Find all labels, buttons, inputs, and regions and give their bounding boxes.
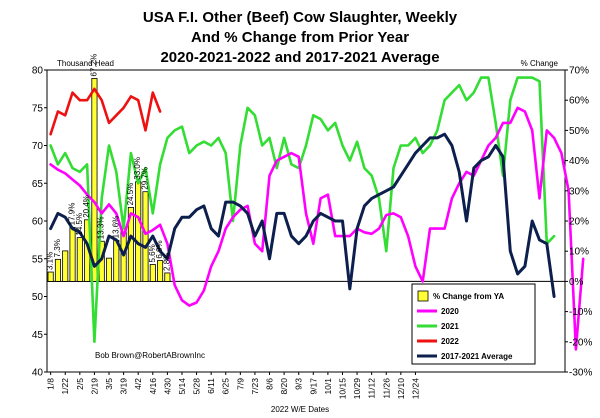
bar	[47, 271, 54, 282]
bar-label: 2.8%	[162, 253, 171, 271]
right-axis-unit: % Change	[521, 59, 559, 68]
bar-label: 14.5%	[75, 213, 84, 236]
left-axis-unit: Thousand Head	[57, 59, 114, 68]
title-line-2: And % Change from Prior Year	[191, 29, 409, 46]
bar-label: 17.9%	[68, 203, 77, 226]
x-tick-label: 4/30	[162, 378, 172, 395]
right-axis: -30% -20% -10% 0% 10% 20% 30% 40% 50% 60% 70%	[565, 66, 592, 379]
x-tick-label: 7/9	[235, 378, 245, 390]
bar-labels: 3.1%7.3% 17.9%14.5%20.4% 67.2% 13.3% 13.6% 24…	[46, 54, 172, 271]
bar-label: 13.3%	[97, 217, 106, 240]
bar	[62, 250, 69, 282]
series-line-2017-2021-average	[49, 132, 556, 298]
x-tick-label: 6/25	[221, 378, 231, 395]
x-tick-label: 3/19	[119, 378, 129, 395]
series-line-2020	[49, 106, 585, 351]
left-tick-label: 55	[32, 254, 44, 265]
x-tick-label: 11/26	[381, 378, 391, 399]
bar	[54, 258, 61, 282]
right-tick-label: 70%	[569, 66, 589, 77]
x-axis: 1/8 1/22 2/5 2/19 3/5 3/19 4/2 4/16 4/30 5/14 5/28…	[46, 372, 420, 400]
x-tick-label: 12/24	[410, 378, 420, 400]
x-tick-label: 7/23	[250, 378, 260, 395]
right-tick-label: 20%	[569, 217, 589, 228]
left-tick-label: 70	[32, 141, 44, 152]
x-tick-label: 8/6	[265, 378, 275, 390]
right-tick-label: -20%	[569, 337, 592, 348]
legend-box	[411, 283, 536, 365]
legend-label: 2017-2021 Average	[441, 352, 513, 361]
x-tick-label: 12/10	[396, 378, 406, 400]
bar	[149, 264, 156, 282]
x-tick-label: 4/16	[148, 378, 158, 395]
x-tick-label: 6/11	[206, 378, 216, 394]
right-tick-label: -30%	[569, 368, 592, 379]
legend: % Change from YA 2020 2021 2022 2017-2021 Av…	[411, 283, 536, 365]
right-tick-label: 30%	[569, 186, 589, 197]
legend-label: % Change from YA	[433, 292, 504, 301]
left-axis: 40 45 50 55 60 65 70 75 80	[32, 66, 47, 379]
right-tick-label: 40%	[569, 156, 589, 167]
legend-swatch-bar	[417, 290, 429, 302]
series-line-2021	[49, 76, 556, 344]
bar-label: 20.4%	[82, 195, 91, 218]
x-tick-label: 5/14	[177, 378, 187, 395]
x-axis-label: 2022 W/E Dates	[271, 405, 329, 414]
bar	[76, 237, 83, 282]
right-tick-label: -10%	[569, 307, 592, 318]
bar-label: 67.2%	[89, 54, 98, 77]
right-tick-label: 50%	[569, 126, 589, 137]
bar-label: 33.0%	[133, 157, 142, 180]
x-tick-label: 10/29	[352, 378, 362, 400]
left-tick-label: 60	[32, 217, 44, 228]
line-series	[49, 76, 585, 351]
bar-label: 5.6%	[148, 244, 157, 262]
x-tick-label: 5/28	[192, 378, 202, 395]
left-tick-label: 50	[32, 292, 44, 303]
x-tick-label: 1/22	[60, 378, 70, 395]
right-tick-label: 10%	[569, 247, 589, 258]
legend-label: 2021	[441, 322, 459, 331]
x-tick-label: 1/8	[46, 378, 56, 390]
title-line-1: USA F.I. Other (Beef) Cow Slaughter, Wee…	[143, 9, 458, 26]
bar	[105, 257, 113, 282]
bar	[91, 78, 98, 282]
right-tick-label: 60%	[569, 96, 589, 107]
bar-label: 6.9%	[155, 240, 164, 258]
bar-label: 24.5%	[126, 183, 135, 206]
x-tick-label: 2/5	[75, 378, 85, 390]
x-tick-label: 3/5	[104, 378, 114, 390]
left-tick-label: 65	[32, 179, 44, 190]
left-tick-label: 45	[32, 330, 44, 341]
legend-label: 2022	[441, 337, 459, 346]
title-line-3: 2020-2021-2022 and 2017-2021 Average	[160, 49, 439, 66]
bar	[157, 260, 164, 282]
x-tick-label: 10/15	[337, 378, 347, 400]
right-tick-label: 0%	[569, 277, 584, 288]
chart-title: USA F.I. Other (Beef) Cow Slaughter, Wee…	[143, 9, 458, 66]
bar-label: 13.6%	[111, 216, 120, 239]
left-tick-label: 40	[32, 368, 44, 379]
bar	[142, 191, 149, 282]
x-tick-label: 9/17	[308, 378, 318, 395]
bar	[164, 272, 171, 282]
x-tick-label: 10/1	[323, 378, 333, 395]
x-tick-label: 2/19	[89, 378, 99, 395]
bar-label: 3.1%	[46, 252, 55, 270]
x-tick-label: 11/12	[367, 378, 377, 399]
legend-label: 2020	[441, 307, 459, 316]
left-tick-label: 80	[32, 66, 44, 77]
x-tick-label: 8/20	[279, 378, 289, 395]
x-tick-label: 9/3	[294, 378, 304, 390]
series-line-2022	[49, 87, 162, 136]
left-tick-label: 75	[32, 103, 44, 114]
bar	[135, 181, 142, 282]
credit-text: Bob Brown@RobertABrownInc	[95, 351, 205, 360]
bar-label: 7.3%	[53, 239, 62, 257]
bar-series	[47, 78, 171, 282]
x-tick-label: 4/2	[133, 378, 143, 390]
bar-label: 29.7%	[140, 167, 149, 190]
